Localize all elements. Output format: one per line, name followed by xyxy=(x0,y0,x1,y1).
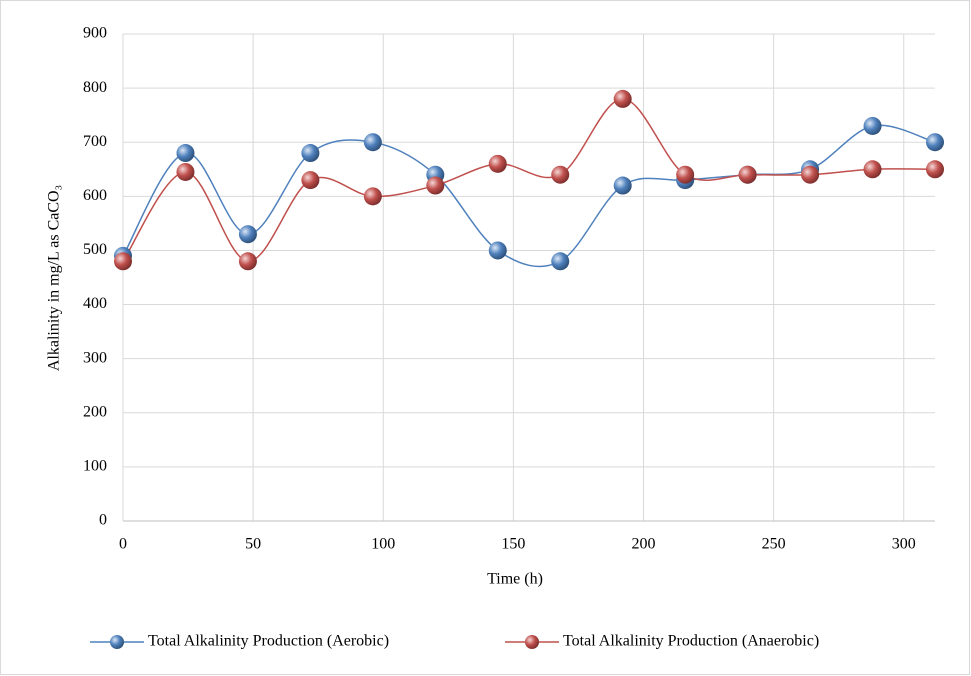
data-point xyxy=(238,225,257,244)
data-point xyxy=(551,252,570,271)
y-tick-label: 100 xyxy=(83,458,107,475)
x-tick-label: 100 xyxy=(371,536,395,553)
data-point xyxy=(363,133,382,152)
data-point xyxy=(426,176,445,195)
data-point xyxy=(551,165,570,184)
y-tick-label: 600 xyxy=(83,187,107,204)
data-point xyxy=(863,116,882,135)
y-tick-label: 800 xyxy=(83,79,107,96)
data-point xyxy=(488,154,507,173)
data-point xyxy=(176,162,195,181)
x-tick-label: 300 xyxy=(892,536,916,553)
data-point xyxy=(301,144,320,163)
data-point xyxy=(613,176,632,195)
y-tick-label: 0 xyxy=(99,512,107,529)
data-point xyxy=(926,160,944,179)
x-tick-label: 200 xyxy=(632,536,656,553)
y-tick-label: 400 xyxy=(83,295,107,312)
data-point xyxy=(738,165,757,184)
data-point xyxy=(363,187,382,206)
x-tick-label: 150 xyxy=(501,536,525,553)
legend-label: Total Alkalinity Production (Aerobic) xyxy=(148,633,389,650)
x-tick-label: 50 xyxy=(245,536,261,553)
legend-label: Total Alkalinity Production (Anaerobic) xyxy=(563,633,819,650)
data-point xyxy=(863,160,882,179)
x-tick-label: 0 xyxy=(119,536,127,553)
data-point xyxy=(676,165,695,184)
y-tick-label: 200 xyxy=(83,403,107,420)
data-point xyxy=(801,165,820,184)
legend-item: Total Alkalinity Production (Aerobic) xyxy=(90,633,389,650)
data-point xyxy=(926,133,944,152)
data-point xyxy=(176,144,195,163)
data-point xyxy=(301,171,320,190)
y-axis-label: Alkalinity in mg/L as CaCO₃ xyxy=(46,185,63,371)
legend-marker xyxy=(110,635,124,649)
y-tick-label: 700 xyxy=(83,133,107,150)
x-tick-label: 250 xyxy=(762,536,786,553)
y-tick-label: 300 xyxy=(83,349,107,366)
legend-marker xyxy=(525,635,539,649)
y-tick-label: 900 xyxy=(83,25,107,42)
data-point xyxy=(238,252,257,271)
legend-item: Total Alkalinity Production (Anaerobic) xyxy=(505,633,819,650)
data-point xyxy=(488,241,507,260)
data-point xyxy=(114,252,132,271)
x-axis-label: Time (h) xyxy=(487,571,543,588)
data-point xyxy=(613,89,632,108)
y-tick-label: 500 xyxy=(83,241,107,258)
